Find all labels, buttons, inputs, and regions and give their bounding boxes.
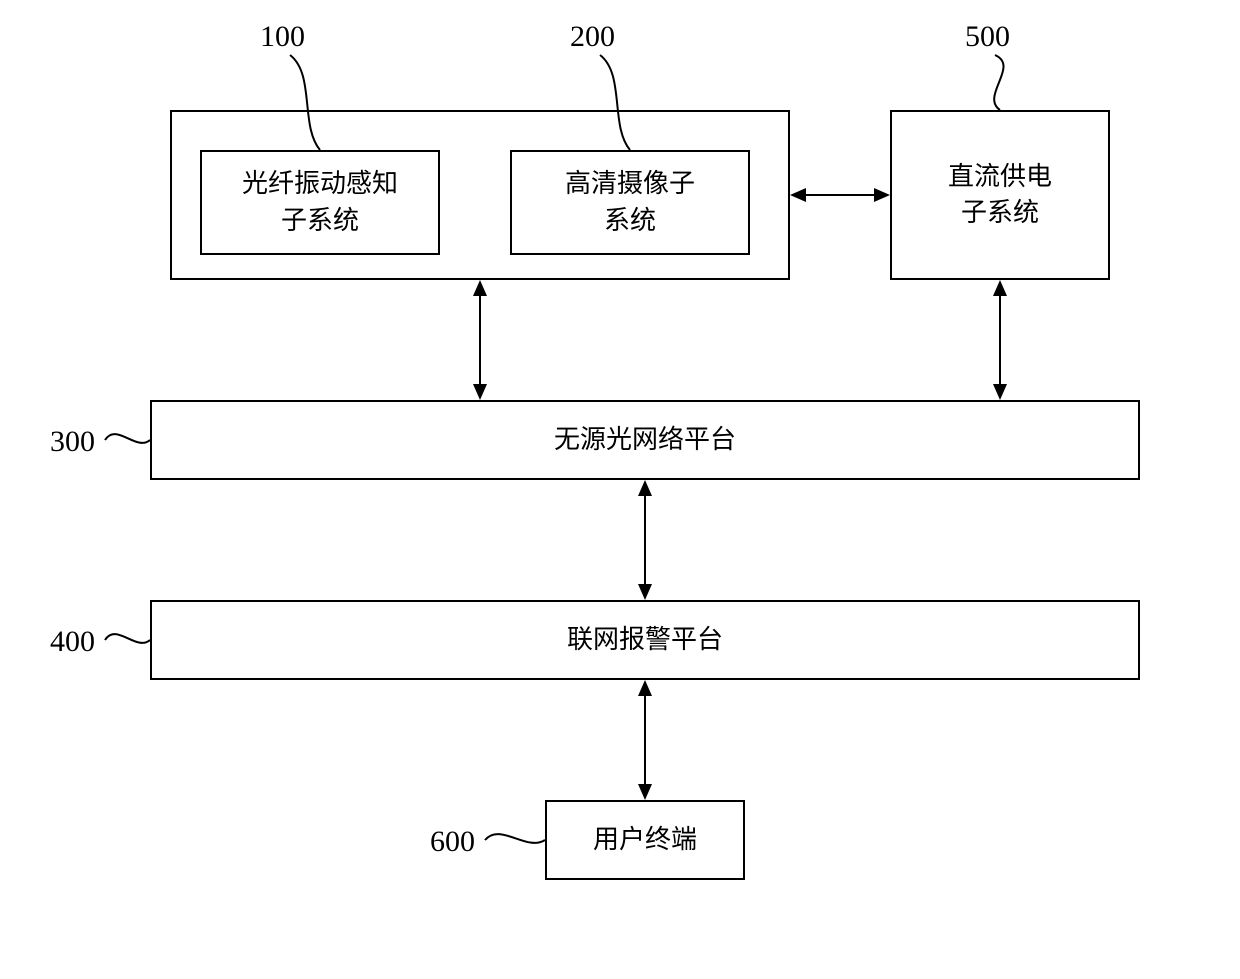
node-label: 高清摄像子 系统 (565, 166, 695, 239)
ref-label-100: 100 (260, 20, 305, 54)
node-label: 无源光网络平台 (554, 422, 736, 458)
node-label: 联网报警平台 (567, 622, 723, 658)
node-fiber: 光纤振动感知 子系统 (200, 150, 440, 255)
node-label: 用户终端 (593, 822, 697, 858)
leader-line (485, 834, 545, 843)
leader-line (105, 634, 150, 643)
node-camera: 高清摄像子 系统 (510, 150, 750, 255)
leader-line (105, 434, 150, 443)
double-arrow (993, 280, 1007, 400)
double-arrow (638, 480, 652, 600)
double-arrow (790, 188, 890, 202)
node-alarm: 联网报警平台 (150, 600, 1140, 680)
leader-line (994, 55, 1003, 110)
node-dc_power: 直流供电 子系统 (890, 110, 1110, 280)
diagram-canvas: 光纤振动感知 子系统 高清摄像子 系统 直流供电 子系统无源光网络平台联网报警平台用… (0, 0, 1240, 979)
double-arrow (638, 680, 652, 800)
node-label: 光纤振动感知 子系统 (242, 166, 398, 239)
ref-label-600: 600 (430, 825, 475, 859)
ref-label-500: 500 (965, 20, 1010, 54)
double-arrow (473, 280, 487, 400)
ref-label-400: 400 (50, 625, 95, 659)
node-terminal: 用户终端 (545, 800, 745, 880)
node-label: 直流供电 子系统 (948, 159, 1052, 232)
ref-label-300: 300 (50, 425, 95, 459)
node-pon: 无源光网络平台 (150, 400, 1140, 480)
ref-label-200: 200 (570, 20, 615, 54)
